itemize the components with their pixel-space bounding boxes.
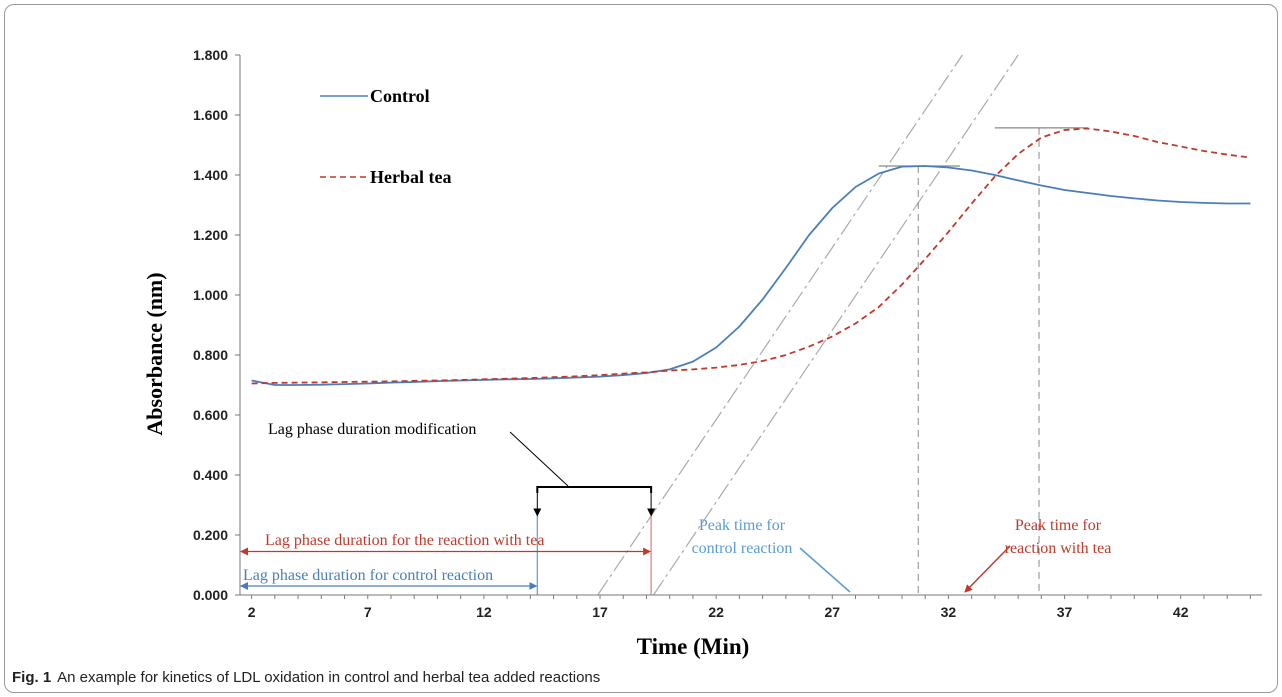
x-tick-label: 27 [825,604,841,620]
figure-frame [4,4,1278,693]
x-tick-label: 37 [1057,604,1073,620]
y-axis-title: Absorbance (nm) [142,272,167,435]
x-axis-title: Time (Min) [637,634,750,659]
x-tick-labels: 2 7 12 17 22 27 32 37 42 [248,595,1251,620]
legend-label-herbal: Herbal tea [370,167,451,187]
x-tick-label: 42 [1173,604,1189,620]
y-tick-label: 1.800 [193,47,228,63]
x-tick-label: 17 [592,604,608,620]
lag-tea-label: Lag phase duration for the reaction with… [265,532,544,549]
y-tick-label: 1.000 [193,287,228,303]
y-tick-label: 1.200 [193,227,228,243]
peak-tea-label-line1: Peak time for [1015,517,1102,534]
peak-tea-label-line2: reaction with tea [1005,540,1112,557]
y-tick-label: 1.400 [193,167,228,183]
guide-lines [536,54,1088,596]
series-line-control [251,165,1251,386]
series-lines [251,127,1251,386]
peak-control-label-line1: Peak time for [699,517,786,534]
x-tick-label: 2 [248,604,256,620]
lag-control-label: Lag phase duration for control reaction [243,567,493,584]
y-tick-label: 0.400 [193,467,228,483]
figure-caption: Fig. 1 An example for kinetics of LDL oxi… [12,669,600,686]
peak-control-pointer [799,547,851,593]
axes [239,55,1262,596]
x-tick-label: 32 [941,604,957,620]
tangent-herbal-line [652,54,1019,596]
x-tick-label: 12 [476,604,492,620]
peak-control-label-line2: control reaction [692,540,793,557]
annotations: Lag phase duration modification Lag phas… [240,421,1112,593]
lag-modification-bracket [536,486,653,493]
caption-text: An example for kinetics of LDL oxidation… [57,669,601,686]
y-tick-label: 0.000 [193,587,228,603]
y-tick-labels: 0.000 0.200 0.400 0.600 0.800 1.000 1.200 1.400… [193,47,240,603]
x-tick-label: 7 [364,604,372,620]
legend: Control Herbal tea [320,86,451,187]
x-tick-label: 22 [708,604,724,620]
figure-label: Fig. 1 [12,669,52,686]
y-tick-label: 1.600 [193,107,228,123]
series-line-herbal-tea [251,127,1251,385]
y-tick-label: 0.200 [193,527,228,543]
lag-modification-label: Lag phase duration modification [268,421,476,438]
legend-label-control: Control [370,86,430,106]
peak-tea-pointer [964,545,1011,593]
y-tick-label: 0.600 [193,407,228,423]
tangent-control-line [597,54,963,596]
lag-modification-pointer [509,431,569,487]
y-tick-label: 0.800 [193,347,228,363]
